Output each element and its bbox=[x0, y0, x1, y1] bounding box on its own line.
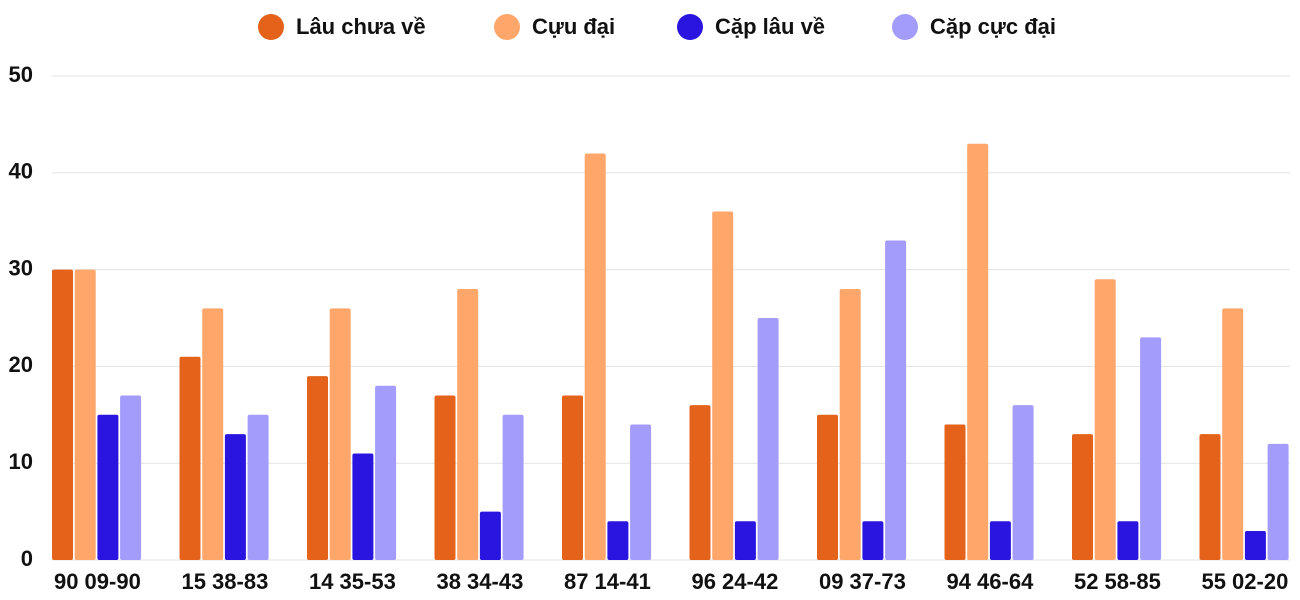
bar bbox=[1140, 337, 1162, 560]
bar bbox=[120, 395, 142, 560]
x-tick-label: 94 46-64 bbox=[946, 569, 1034, 594]
bar bbox=[329, 308, 351, 560]
legend-label: Cặp lâu về bbox=[715, 14, 825, 39]
bar bbox=[179, 356, 201, 560]
legend-label: Cặp cực đại bbox=[930, 14, 1056, 39]
bar bbox=[817, 414, 838, 560]
legend-marker bbox=[258, 14, 284, 40]
bar bbox=[607, 521, 629, 560]
bar bbox=[989, 521, 1011, 560]
bar bbox=[375, 385, 397, 560]
bar bbox=[967, 143, 989, 560]
legend-marker bbox=[494, 14, 520, 40]
bar bbox=[584, 153, 606, 560]
bar bbox=[1244, 530, 1266, 560]
legend-label: Lâu chưa về bbox=[296, 14, 426, 39]
x-tick-label: 96 24-42 bbox=[691, 569, 778, 594]
bar bbox=[839, 288, 861, 560]
bar bbox=[1222, 308, 1244, 560]
x-tick-label: 15 38-83 bbox=[181, 569, 268, 594]
bar bbox=[502, 414, 524, 560]
bar bbox=[712, 211, 734, 560]
legend-label: Cựu đại bbox=[532, 14, 615, 39]
bar bbox=[479, 511, 501, 560]
bar bbox=[689, 405, 711, 560]
bar bbox=[630, 424, 652, 560]
x-tick-label: 38 34-43 bbox=[436, 569, 523, 594]
x-tick-label: 87 14-41 bbox=[564, 569, 651, 594]
bar bbox=[1072, 434, 1093, 560]
bar bbox=[457, 288, 479, 560]
bar bbox=[247, 414, 269, 560]
x-tick-label: 09 37-73 bbox=[819, 569, 906, 594]
bar bbox=[562, 395, 583, 560]
bar bbox=[734, 521, 756, 560]
bar bbox=[52, 269, 73, 560]
x-tick-label: 14 35-53 bbox=[309, 569, 396, 594]
legend-marker bbox=[677, 14, 703, 40]
bar bbox=[97, 414, 119, 560]
y-tick-label: 40 bbox=[9, 159, 33, 184]
x-tick-label: 52 58-85 bbox=[1074, 569, 1161, 594]
bar bbox=[1199, 434, 1221, 560]
bar bbox=[1117, 521, 1139, 560]
bar bbox=[944, 424, 966, 560]
bar bbox=[307, 376, 328, 560]
bar bbox=[352, 453, 374, 560]
bar bbox=[862, 521, 884, 560]
y-tick-label: 10 bbox=[9, 449, 33, 474]
y-tick-label: 50 bbox=[9, 62, 33, 87]
y-tick-label: 0 bbox=[21, 546, 33, 571]
bar bbox=[1094, 279, 1116, 560]
x-tick-label: 55 02-20 bbox=[1201, 569, 1288, 594]
bar bbox=[885, 240, 907, 560]
bar bbox=[1012, 405, 1034, 560]
bar bbox=[74, 269, 96, 560]
bar bbox=[757, 318, 779, 560]
bar bbox=[202, 308, 224, 560]
x-tick-label: 90 09-90 bbox=[54, 569, 141, 594]
y-tick-label: 20 bbox=[9, 352, 33, 377]
legend-marker bbox=[892, 14, 918, 40]
y-tick-label: 30 bbox=[9, 255, 33, 280]
bar bbox=[434, 395, 456, 560]
bar bbox=[224, 434, 246, 560]
bar bbox=[1267, 443, 1289, 560]
